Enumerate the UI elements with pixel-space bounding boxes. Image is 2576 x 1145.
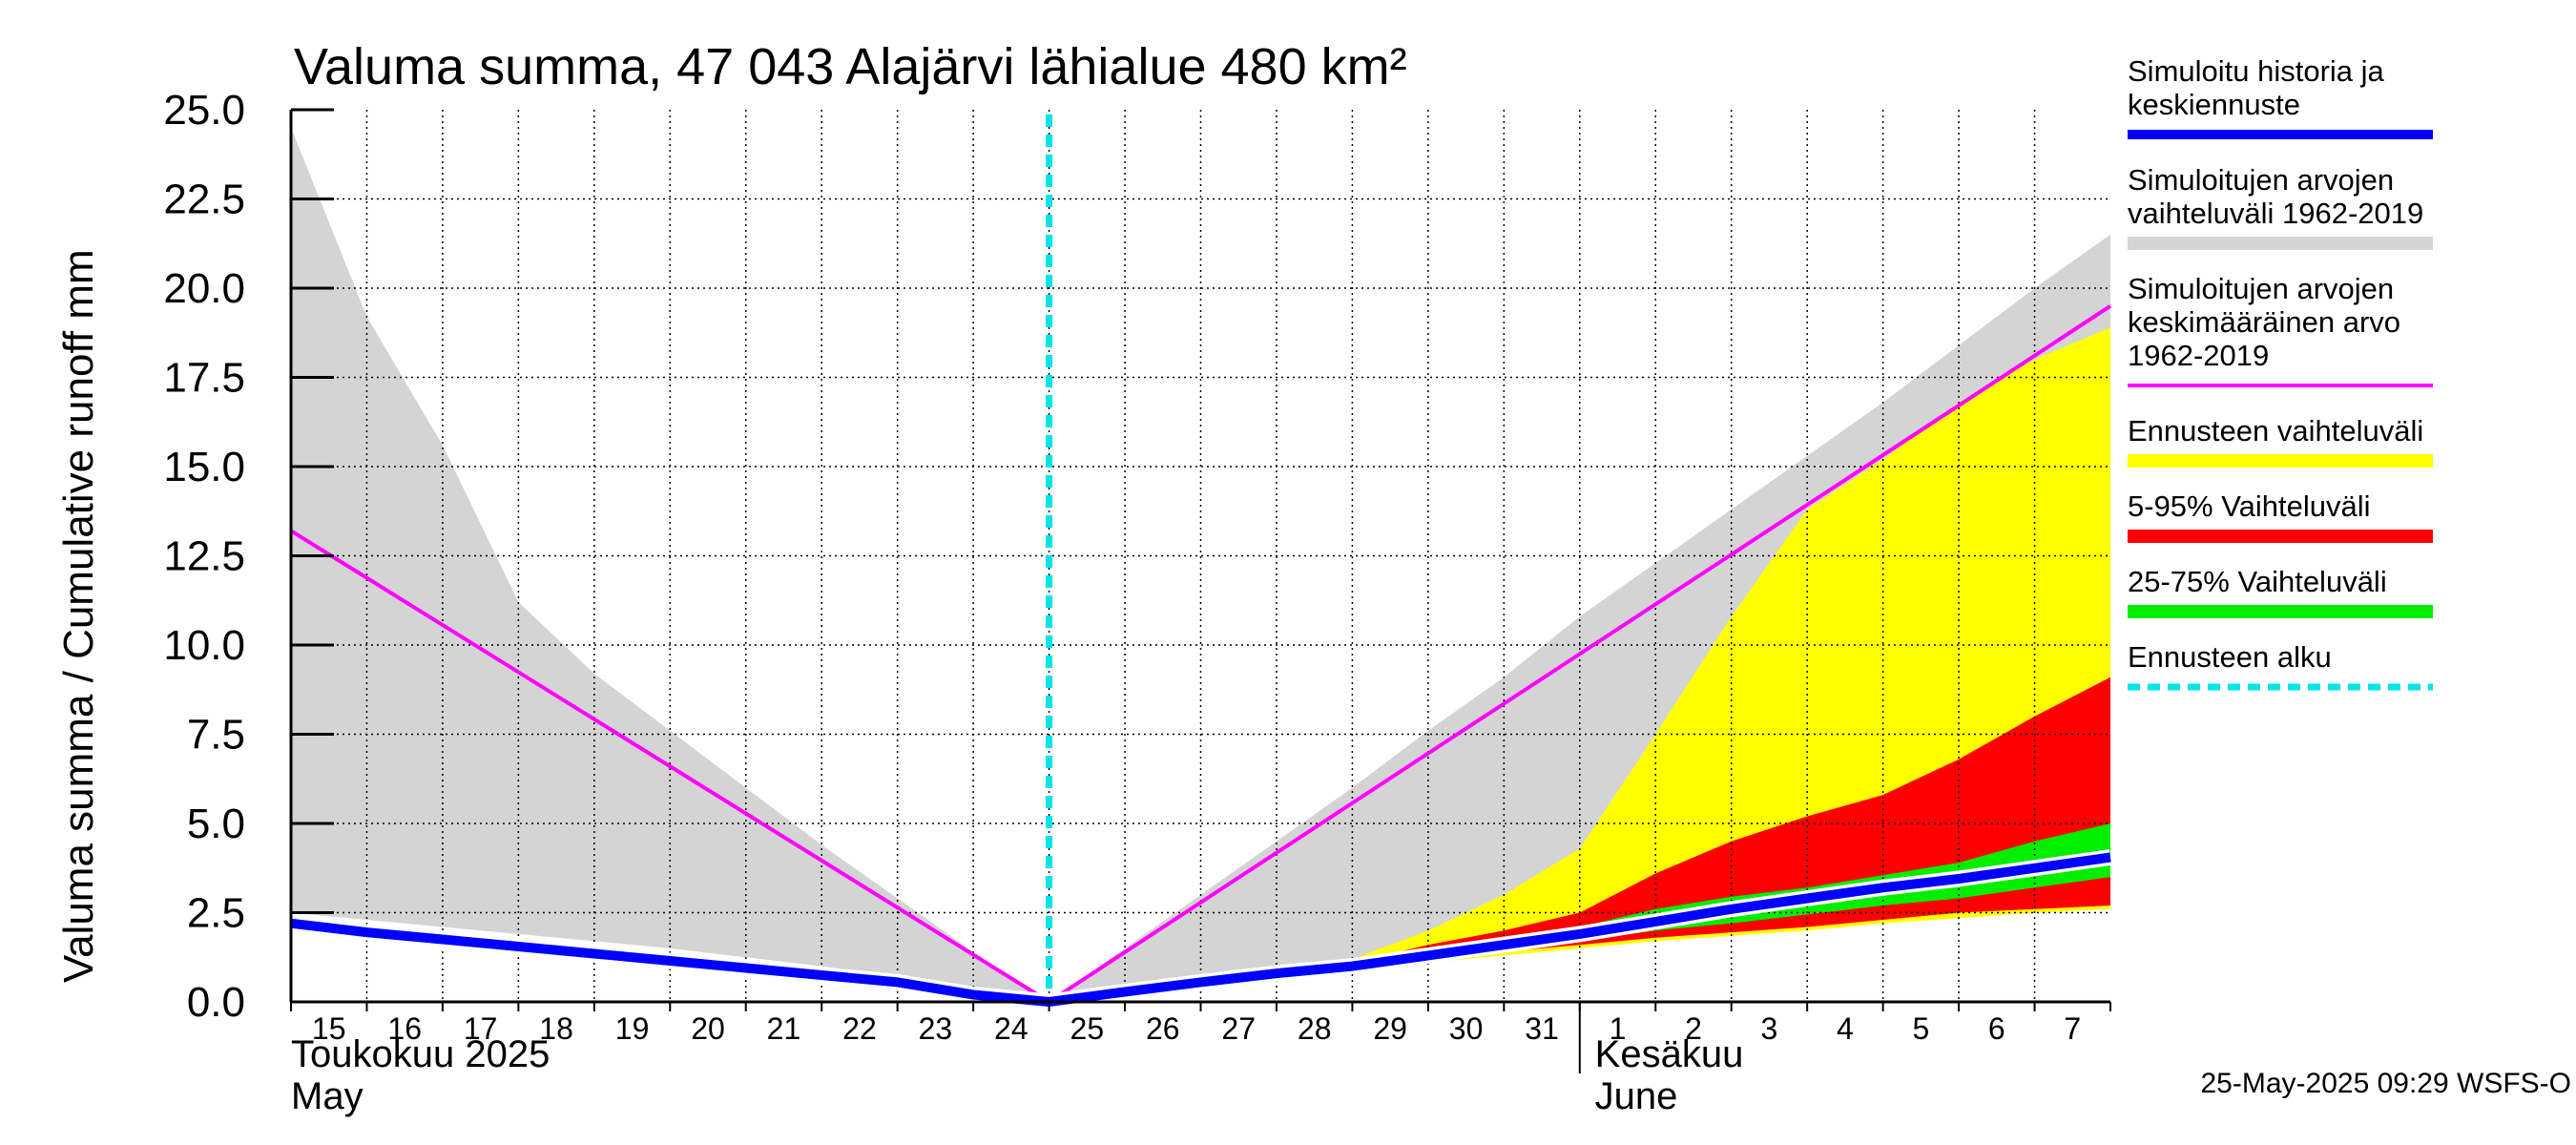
y-tick-label: 17.5 xyxy=(163,355,245,402)
x-tick-label: 15 xyxy=(312,1011,346,1046)
x-tick-label: 23 xyxy=(919,1011,953,1046)
band-2 xyxy=(1049,677,2110,1002)
x-tick-label: 24 xyxy=(994,1011,1028,1046)
legend-label: keskimääräinen arvo xyxy=(2128,305,2400,339)
y-tick-label: 25.0 xyxy=(163,87,245,134)
x-tick-label: 25 xyxy=(1070,1011,1105,1046)
legend-label: Simuloitujen arvojen xyxy=(2128,163,2394,197)
x-tick-label: 7 xyxy=(2064,1011,2081,1046)
month-label-en: May xyxy=(291,1075,364,1117)
legend-label: Ennusteen alku xyxy=(2128,640,2332,674)
x-tick-label: 6 xyxy=(1988,1011,2005,1046)
median-line xyxy=(290,852,2111,1007)
x-tick-label: 3 xyxy=(1761,1011,1778,1046)
x-tick-label: 16 xyxy=(387,1011,422,1046)
y-tick-label: 22.5 xyxy=(163,177,245,223)
y-tick-label: 10.0 xyxy=(163,622,245,669)
legend-label: keskiennuste xyxy=(2128,88,2300,121)
x-tick-label: 31 xyxy=(1525,1011,1559,1046)
x-tick-label: 19 xyxy=(615,1011,650,1046)
x-tick-label: 26 xyxy=(1146,1011,1180,1046)
x-tick-label: 30 xyxy=(1449,1011,1484,1046)
y-tick-label: 5.0 xyxy=(187,801,245,847)
timestamp: 25-May-2025 09:29 WSFS-O xyxy=(2201,1068,2572,1099)
x-tick-label: 18 xyxy=(539,1011,573,1046)
axes-layer: 0.0 2.5 5.0 7.5 10.0 12.5 15.0 17.5 20.0 22.5 25.0… xyxy=(163,87,2111,1117)
y-tick-label: 15.0 xyxy=(163,444,245,490)
legend-label: Ennusteen vaihteluväli xyxy=(2128,414,2423,448)
x-tick-label: 21 xyxy=(767,1011,801,1046)
legend-label: vaihteluväli 1962-2019 xyxy=(2128,197,2423,230)
y-tick-label: 20.0 xyxy=(163,265,245,312)
month-label: Toukokuu 2025 xyxy=(291,1033,550,1075)
chart-title: Valuma summa, 47 043 Alajärvi lähialue 4… xyxy=(294,38,1407,95)
legend-label: 5-95% Vaihteluväli xyxy=(2128,489,2370,523)
x-tick-label: 27 xyxy=(1221,1011,1256,1046)
month-label-en: June xyxy=(1595,1075,1678,1117)
x-tick-label: 17 xyxy=(464,1011,498,1046)
legend-label: Simuloitujen arvojen xyxy=(2128,272,2394,305)
y-tick-label: 0.0 xyxy=(187,979,245,1026)
month-label: Kesäkuu xyxy=(1595,1033,1744,1075)
y-tick-label: 12.5 xyxy=(163,533,245,580)
x-tick-label: 28 xyxy=(1298,1011,1332,1046)
x-tick-label: 2 xyxy=(1685,1011,1702,1046)
y-tick-label: 2.5 xyxy=(187,890,245,937)
legend-label: 1962-2019 xyxy=(2128,339,2269,372)
x-tick-label: 29 xyxy=(1373,1011,1407,1046)
y-tick-label: 7.5 xyxy=(187,712,245,759)
legend-label: 25-75% Vaihteluväli xyxy=(2128,565,2387,598)
x-tick-label: 1 xyxy=(1610,1011,1627,1046)
x-tick-label: 5 xyxy=(1912,1011,1929,1046)
x-tick-label: 20 xyxy=(691,1011,725,1046)
x-tick-label: 22 xyxy=(842,1011,877,1046)
x-tick-label: 4 xyxy=(1837,1011,1854,1046)
y-axis-label: Valuma summa / Cumulative runoff mm xyxy=(55,249,102,983)
band-layer xyxy=(291,127,2110,1003)
legend-label: Simuloitu historia ja xyxy=(2128,54,2385,88)
